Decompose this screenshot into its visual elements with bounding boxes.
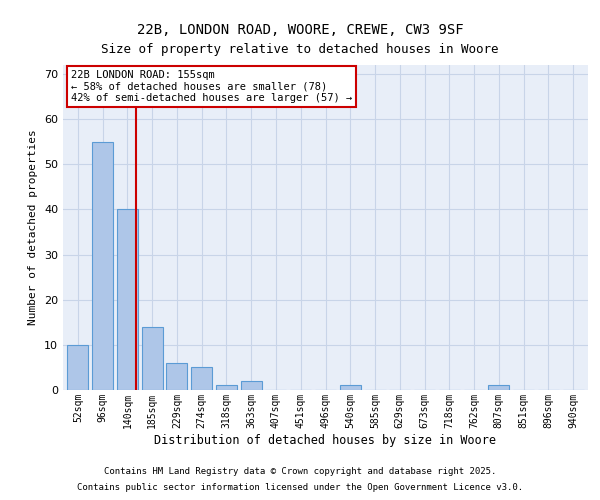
Y-axis label: Number of detached properties: Number of detached properties [28,130,38,326]
Bar [191,368,212,390]
Bar [166,363,187,390]
X-axis label: Distribution of detached houses by size in Woore: Distribution of detached houses by size … [155,434,497,446]
Text: Contains public sector information licensed under the Open Government Licence v3: Contains public sector information licen… [77,484,523,492]
Bar [241,381,262,390]
Bar [92,142,113,390]
Text: Size of property relative to detached houses in Woore: Size of property relative to detached ho… [101,42,499,56]
Text: 22B, LONDON ROAD, WOORE, CREWE, CW3 9SF: 22B, LONDON ROAD, WOORE, CREWE, CW3 9SF [137,22,463,36]
Bar [142,327,163,390]
Bar [117,210,138,390]
Bar [67,345,88,390]
Text: 22B LONDON ROAD: 155sqm
← 58% of detached houses are smaller (78)
42% of semi-de: 22B LONDON ROAD: 155sqm ← 58% of detache… [71,70,352,103]
Bar [488,386,509,390]
Bar [216,386,237,390]
Text: Contains HM Land Registry data © Crown copyright and database right 2025.: Contains HM Land Registry data © Crown c… [104,467,496,476]
Bar [340,386,361,390]
